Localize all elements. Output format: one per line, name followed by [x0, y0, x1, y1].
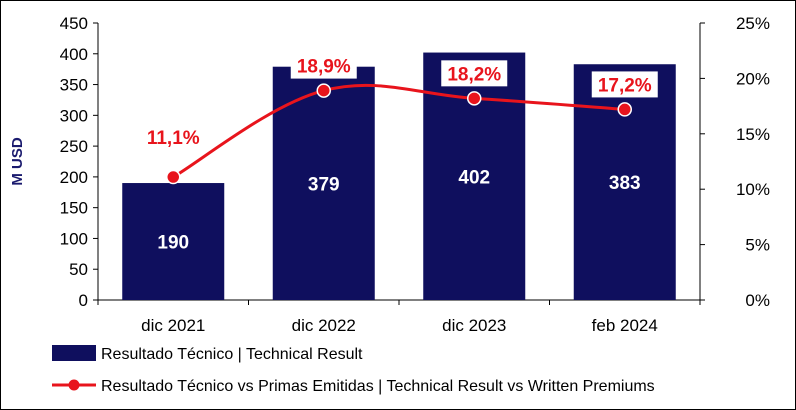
line-data-label: 11,1% [147, 128, 200, 149]
bar-data-label: 379 [308, 174, 340, 195]
x-axis-tick-label: dic 2021 [141, 316, 205, 335]
bar [122, 183, 225, 300]
legend-bar-label: Resultado Técnico | Technical Result [101, 346, 363, 363]
left-axis-tick-label: 350 [60, 76, 88, 95]
left-axis-tick-label: 250 [60, 137, 88, 156]
right-axis-tick-label: 0% [745, 291, 770, 310]
line-data-label: 18,2% [447, 64, 501, 85]
right-axis-tick-label: 10% [736, 180, 770, 199]
right-axis-tick-label: 5% [745, 236, 770, 255]
x-axis-tick-label: dic 2023 [442, 316, 506, 335]
right-axis-tick-label: 25% [736, 14, 770, 33]
left-axis-tick-label: 400 [60, 45, 88, 64]
line-point [316, 83, 331, 98]
bar [272, 66, 375, 301]
legend-line-marker [68, 379, 80, 391]
bar-data-label: 402 [458, 167, 490, 188]
line-point [617, 102, 632, 117]
x-axis-tick-label: feb 2024 [592, 316, 658, 335]
line-data-label: 18,9% [297, 57, 351, 78]
line-label-box [140, 124, 207, 151]
legend-bar-swatch [52, 345, 96, 361]
left-axis-tick-label: 200 [60, 168, 88, 187]
left-axis-tick-label: 450 [60, 14, 88, 33]
line-data-label: 17,2% [598, 75, 652, 96]
line-label-box [441, 60, 508, 87]
legend-line-label: Resultado Técnico vs Primas Emitidas | T… [101, 378, 655, 395]
line-point [166, 169, 181, 185]
x-axis-tick-label: dic 2022 [292, 316, 356, 335]
left-axis-tick-label: 50 [69, 260, 88, 279]
right-axis-tick-label: 20% [736, 69, 770, 88]
y-axis-title: M USD [9, 137, 26, 186]
left-axis-tick-label: 0 [79, 291, 88, 310]
line-label-box [591, 71, 658, 98]
left-axis-tick-label: 150 [60, 199, 88, 218]
line-point [467, 91, 482, 106]
bar-data-label: 190 [157, 233, 189, 254]
line-label-box [290, 52, 357, 79]
bar-data-label: 383 [609, 173, 641, 194]
left-axis-tick-label: 300 [60, 106, 88, 125]
series-line [172, 83, 625, 179]
left-axis-tick-label: 100 [60, 229, 88, 248]
right-axis-tick-label: 15% [736, 125, 770, 144]
